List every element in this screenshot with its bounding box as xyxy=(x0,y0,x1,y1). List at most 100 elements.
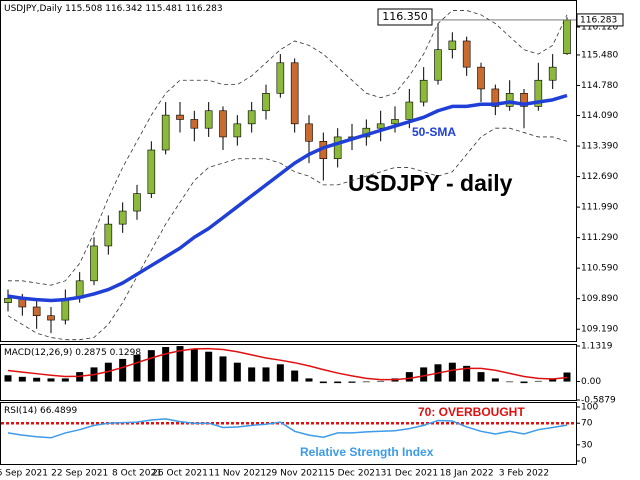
macd-bar xyxy=(319,381,327,384)
y-tick-label: 114.090 xyxy=(581,111,618,121)
x-tick-label: 31 Dec 2021 xyxy=(381,469,439,479)
candle-body xyxy=(104,223,113,247)
macd-bar xyxy=(176,346,184,382)
candle-body xyxy=(262,93,270,112)
x-tick-label: 26 Oct 2021 xyxy=(152,469,208,479)
candle-body xyxy=(434,49,442,81)
macd-bar xyxy=(190,348,198,382)
y-tick-label: 112.690 xyxy=(581,172,618,182)
candle-body xyxy=(405,101,414,120)
x-tick-label: 18 Jan 2022 xyxy=(440,469,494,479)
signal-last: 0.1298 xyxy=(110,348,142,358)
candle-body xyxy=(563,19,571,55)
macd-bar xyxy=(4,375,12,382)
candle-body xyxy=(147,149,156,194)
price-label-box xyxy=(576,13,624,27)
x-tick-label: 8 Oct 2021 xyxy=(112,469,162,479)
candle-body xyxy=(176,114,184,120)
sma-label: 50-SMA xyxy=(412,125,456,139)
macd-bar xyxy=(520,381,528,384)
macd-bar xyxy=(233,362,241,382)
y-tick-label: 111.290 xyxy=(581,233,618,243)
macd-bar xyxy=(147,350,155,382)
macd-title: MACD(12,26,9) xyxy=(4,348,72,358)
macd-bar xyxy=(463,365,471,382)
y-tick-label: 115.480 xyxy=(581,50,618,60)
macd-header: MACD(12,26,9) 0.2875 0.1298 xyxy=(4,348,141,358)
candle-body xyxy=(333,136,342,160)
x-tick-label: 22 Sep 2021 xyxy=(51,469,108,479)
y-tick-label: 111.990 xyxy=(581,203,618,213)
rsi-last: 66.4899 xyxy=(40,406,77,416)
candle-body xyxy=(391,119,399,125)
macd-bar xyxy=(534,380,542,382)
macd-bar xyxy=(506,381,514,383)
macd-bar xyxy=(305,378,313,382)
macd-bar xyxy=(276,364,284,382)
crosshair-box xyxy=(377,8,433,26)
macd-bar xyxy=(477,372,485,382)
candle-body xyxy=(477,66,485,90)
macd-bar xyxy=(18,376,26,382)
last-open: 115.508 xyxy=(65,4,102,14)
chart-title: USDJPY - daily xyxy=(348,170,513,196)
y-tick-label: 114.780 xyxy=(581,81,618,91)
y-tick-label: 109.190 xyxy=(581,325,618,335)
rsi-panel xyxy=(0,402,577,465)
macd-bar xyxy=(362,381,370,383)
candle-body xyxy=(534,79,543,107)
candle-body xyxy=(462,40,471,68)
candle-body xyxy=(61,297,70,321)
candle-body xyxy=(118,210,127,225)
macd-last: 0.2875 xyxy=(75,348,107,358)
macd-bar xyxy=(119,358,127,382)
x-tick-label: 29 Nov 2021 xyxy=(266,469,324,479)
signal-line xyxy=(7,347,568,381)
rsi-header: RSI(14) 66.4899 xyxy=(4,406,77,416)
macd-bar xyxy=(334,381,342,384)
candle-body xyxy=(133,193,141,212)
y-tick-label: 0.00 xyxy=(581,377,601,387)
y-tick-label: 116.120 xyxy=(581,23,618,33)
y-tick-label: 110.590 xyxy=(581,264,618,274)
y-tick-label: 113.390 xyxy=(581,142,618,152)
crosshair-label: 116.350 xyxy=(382,10,428,23)
candle-body xyxy=(161,114,170,151)
candle-body xyxy=(276,62,285,94)
macd-bar xyxy=(563,372,571,382)
candle-body xyxy=(32,306,41,317)
macd-bar xyxy=(219,356,227,382)
rsi-title: RSI(14) xyxy=(4,406,37,416)
candle-body xyxy=(419,79,428,103)
y-tick-label: 70 xyxy=(581,419,593,429)
candle-body xyxy=(190,119,199,129)
y-tick-label: 30 xyxy=(581,440,593,450)
macd-bar xyxy=(448,362,456,382)
y-tick-label: 0 xyxy=(581,457,587,467)
x-tick-label: 15 Dec 2021 xyxy=(323,469,381,479)
y-tick-label: 1.1319 xyxy=(581,342,613,352)
macd-bar xyxy=(420,367,428,382)
y-tick-label: -0.5879 xyxy=(581,396,616,406)
candle-body xyxy=(448,40,457,51)
macd-bar xyxy=(262,367,270,382)
macd-bar xyxy=(61,378,69,382)
macd-bar xyxy=(47,378,55,382)
candle-body xyxy=(219,110,227,138)
candle-body xyxy=(204,110,213,129)
macd-bar xyxy=(205,351,213,382)
candle-body xyxy=(376,123,385,129)
macd-bar xyxy=(491,378,499,382)
price-panel xyxy=(0,0,577,342)
price-header: USDJPY,Daily 115.508 116.342 115.481 116… xyxy=(4,4,223,14)
macd-bar xyxy=(248,367,256,382)
rsi-subtitle: Relative Strength Index xyxy=(300,445,434,459)
candle-body xyxy=(505,93,514,107)
sma-line xyxy=(7,93,568,303)
macd-bar xyxy=(291,370,299,382)
current-price-label: 116.283 xyxy=(580,15,617,25)
candle-body xyxy=(233,123,242,138)
y-tick-label: 109.890 xyxy=(581,294,618,304)
candle-body xyxy=(47,315,55,321)
candle-body xyxy=(4,297,12,303)
